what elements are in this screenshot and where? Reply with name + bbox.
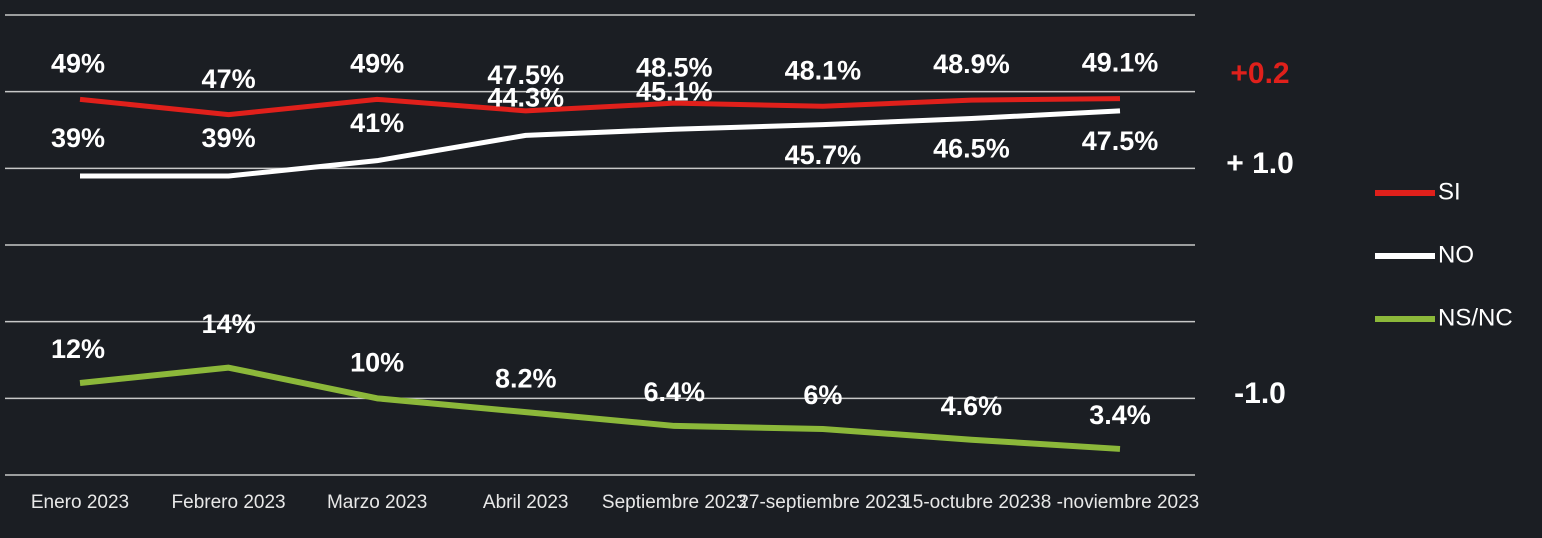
data-label: 48.1% — [785, 55, 862, 85]
data-label: 6.4% — [644, 377, 706, 407]
x-tick-label: Marzo 2023 — [327, 492, 427, 513]
data-label: 49.1% — [1082, 48, 1159, 78]
annotation: -1.0 — [1234, 377, 1286, 410]
data-label: 14% — [202, 309, 256, 339]
legend-label: NO — [1438, 241, 1474, 268]
data-label: 4.6% — [941, 391, 1003, 421]
data-label: 49% — [51, 48, 105, 78]
data-label: 8.2% — [495, 363, 557, 393]
data-label: 47.5% — [1082, 126, 1159, 156]
x-tick-label: Septiembre 2023 — [602, 492, 747, 513]
data-label: 47% — [202, 64, 256, 94]
x-tick-label: Enero 2023 — [31, 492, 129, 513]
x-tick-label: Abril 2023 — [483, 492, 569, 513]
x-tick-label: 15-octubre 2023 — [902, 492, 1040, 513]
data-label: 44.3% — [487, 82, 564, 112]
data-label: 48.5% — [636, 52, 713, 82]
legend-label: SI — [1438, 178, 1461, 205]
data-label: 45.7% — [785, 140, 862, 170]
data-label: 41% — [350, 108, 404, 138]
data-label: 6% — [803, 380, 842, 410]
series-line — [79, 364, 1121, 452]
data-label: 49% — [350, 48, 404, 78]
x-tick-label: Febrero 2023 — [172, 492, 286, 513]
data-label: 46.5% — [933, 134, 1010, 164]
annotation: + 1.0 — [1226, 147, 1294, 180]
x-tick-label: 8 -noviembre 2023 — [1041, 492, 1199, 513]
annotation: +0.2 — [1230, 57, 1289, 90]
x-tick-label: 27-septiembre 2023 — [738, 492, 907, 513]
data-label: 48.9% — [933, 49, 1010, 79]
data-label: 12% — [51, 334, 105, 364]
series-line — [79, 96, 1121, 118]
data-label: 45.1% — [636, 76, 713, 106]
data-label: 39% — [202, 123, 256, 153]
data-label: 10% — [350, 347, 404, 377]
data-label: 3.4% — [1089, 400, 1151, 430]
series-line — [80, 108, 1121, 179]
legend-label: NS/NC — [1438, 304, 1513, 331]
data-label: 47.5% — [487, 60, 564, 90]
data-label: 39% — [51, 123, 105, 153]
